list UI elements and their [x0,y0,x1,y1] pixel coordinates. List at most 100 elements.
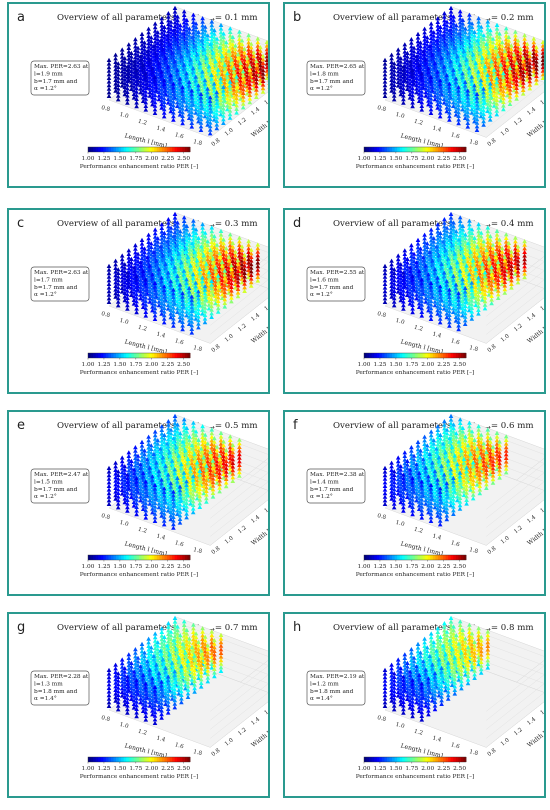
data-point [186,90,192,95]
data-point [391,86,397,91]
data-point [480,62,485,67]
colorbar-segment [113,147,117,152]
data-point [511,73,517,78]
data-point [418,264,423,269]
data-point [251,61,257,66]
data-point [230,244,236,249]
data-point [498,73,504,78]
data-point [147,281,153,286]
data-point [465,117,471,122]
data-point [227,90,233,95]
colorbar-segment [164,147,168,152]
data-point [456,244,462,249]
data-point [522,260,527,265]
data-point [198,42,204,47]
data-point [150,102,155,107]
data-point [227,33,233,38]
data-point [452,45,458,50]
data-point [472,44,477,49]
data-point [151,54,157,59]
data-point [221,110,226,115]
colorbar-segment [128,147,132,152]
data-point [482,78,488,83]
data-point [419,75,425,80]
data-point [506,244,512,249]
data-point [239,251,245,256]
data-point [218,236,224,241]
data-point [215,277,221,282]
data-point [503,246,509,251]
data-point [507,76,513,81]
data-point [152,288,158,293]
data-point [444,37,450,42]
data-point [175,100,180,105]
data-point [463,37,468,42]
data-point [209,304,214,309]
data-point [219,53,225,58]
data-point [494,101,500,106]
data-point [258,59,263,64]
data-point [176,258,182,263]
data-point [240,80,246,85]
data-point [424,244,430,249]
data-point [472,37,477,42]
data-point [119,47,125,52]
data-point [122,283,128,288]
data-point [152,313,158,318]
data-point [151,257,157,262]
colorbar-segment [167,353,170,358]
data-point [122,276,128,281]
data-point [497,237,502,242]
colorbar-segment [458,147,462,152]
data-point [171,287,176,292]
data-point [470,59,476,64]
data-point [159,94,164,99]
data-point [540,47,544,52]
data-point [180,99,185,104]
data-point [173,253,179,258]
data-point [481,47,487,52]
data-point [192,58,197,63]
data-point [248,280,254,285]
data-point [168,73,174,78]
data-point [242,263,247,268]
data-point [416,98,422,103]
data-point [159,304,164,309]
data-point [188,71,193,76]
data-point [184,313,189,318]
data-point [474,113,480,118]
data-point [456,237,462,242]
data-point [146,26,151,31]
data-point [414,68,419,73]
data-point [146,33,151,38]
data-point [427,43,433,48]
data-point [444,101,450,106]
data-point [214,43,220,48]
data-point [514,82,519,87]
y-tick-label: 1.6 [540,96,544,106]
data-point [260,86,266,91]
data-point [248,247,254,252]
data-point [520,59,526,64]
data-point [502,63,508,68]
data-point [427,260,433,265]
data-point [176,262,182,267]
data-point [225,71,230,76]
colorbar-segment [128,353,132,358]
data-point [193,96,199,101]
data-point [267,83,268,85]
data-point [222,282,228,287]
data-point [488,252,493,257]
data-point [198,95,204,100]
data-point [434,255,439,260]
data-point [168,23,174,28]
data-point [410,68,415,73]
data-point [465,120,471,125]
data-point [451,89,456,94]
data-point [416,62,422,67]
data-point [152,39,158,44]
data-point [448,211,454,216]
data-point [159,30,165,35]
data-point [177,80,183,85]
data-point [140,272,146,277]
